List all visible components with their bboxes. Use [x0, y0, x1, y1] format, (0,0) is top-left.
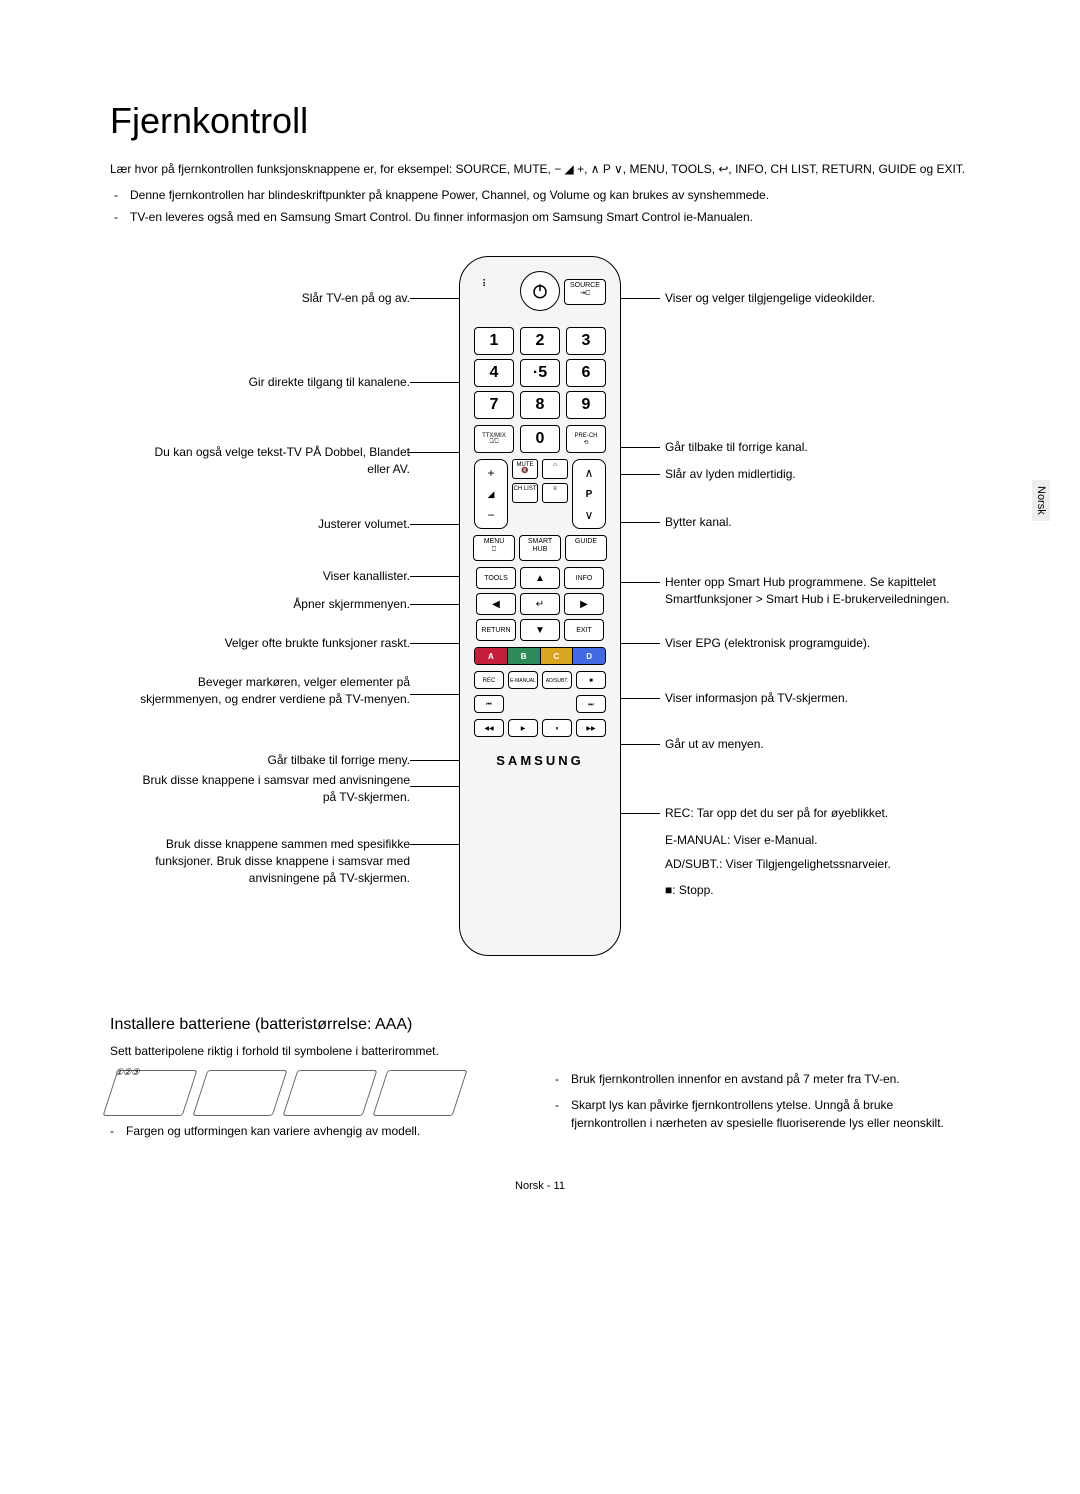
label-info: Viser informasjon på TV-skjermen. — [665, 690, 945, 707]
num-2: 2 — [520, 327, 560, 355]
bullet-2: TV-en leveres også med en Samsung Smart … — [130, 208, 970, 226]
pause-button: ⏸ — [542, 719, 572, 737]
exit-button: EXIT — [564, 619, 604, 641]
nav-up: ▲ — [520, 567, 560, 589]
color-d: D — [573, 648, 605, 664]
num-6: 6 — [566, 359, 606, 387]
label-guide: Viser EPG (elektronisk programguide). — [665, 635, 945, 652]
label-menu: Åpner skjermmenyen. — [160, 596, 410, 613]
nav-right: ▶ — [564, 593, 604, 615]
label-mute: Slår av lyden midlertidig. — [665, 466, 945, 483]
ffwd-button: ▶▶ — [576, 719, 606, 737]
battery-intro: Sett batteripolene riktig i forhold til … — [110, 1044, 970, 1058]
mute-button: MUTE🔇 — [512, 459, 538, 479]
intro-text: Lær hvor på fjernkontrollen funksjonskna… — [110, 160, 970, 178]
color-a: A — [475, 648, 508, 664]
battery-img-3 — [283, 1070, 378, 1116]
rewind-button: ◀◀ — [474, 719, 504, 737]
label-volume: Justerer volumet. — [160, 516, 410, 533]
num-8: 8 — [520, 391, 560, 419]
num-1: 1 — [474, 327, 514, 355]
num-9: 9 — [566, 391, 606, 419]
label-colors: Bruk disse knappene i samsvar med anvisn… — [140, 772, 410, 806]
color-buttons: A B C D — [474, 647, 606, 665]
nav-left: ◀ — [476, 593, 516, 615]
label-exit: Går ut av menyen. — [665, 736, 945, 753]
intro-bullets: Denne fjernkontrollen har blindeskriftpu… — [130, 186, 970, 226]
adsubt-button: AD/SUBT. — [542, 671, 572, 689]
label-nav: Beveger markøren, velger elementer på sk… — [140, 674, 410, 708]
number-pad: 1 2 3 4 ·5 6 7 8 9 — [474, 327, 606, 419]
battery-img-2 — [193, 1070, 288, 1116]
num-0: 0 — [520, 425, 560, 453]
ttxmix-button: TTX/MIX⎕/⎕ — [474, 425, 514, 453]
nav-down: ▼ — [520, 619, 560, 641]
label-smarthub: Henter opp Smart Hub programmene. Se kap… — [665, 574, 955, 608]
label-prech: Går tilbake til forrige kanal. — [665, 439, 945, 456]
label-media: Bruk disse knappene sammen med spesifikk… — [140, 836, 410, 886]
num-3: 3 — [566, 327, 606, 355]
battery-img-1: ①②③ — [103, 1070, 198, 1116]
label-channel: Bytter kanal. — [665, 514, 945, 531]
ir-dots-icon: ⠇ — [482, 279, 489, 290]
chlist-button: CH LIST — [512, 483, 538, 503]
label-source: Viser og velger tilgjengelige videokilde… — [665, 290, 945, 307]
label-adsubt: AD/SUBT.: Viser Tilgjengelighetssnarveie… — [665, 856, 975, 873]
menu-button: MENU⎕ — [473, 535, 515, 561]
smarthub-button: SMART HUB — [519, 535, 561, 561]
battery-illustrations: ①②③ — [110, 1070, 525, 1116]
battery-section: Installere batteriene (batteristørrelse:… — [110, 1016, 970, 1150]
remote-diagram: Slår TV-en på og av. Gir direkte tilgang… — [110, 256, 970, 976]
label-emanual: E-MANUAL: Viser e-Manual. — [665, 832, 965, 849]
samsung-logo: SAMSUNG — [496, 753, 583, 768]
color-c: C — [541, 648, 574, 664]
prech-button: PRE-CH⟲ — [566, 425, 606, 453]
battery-note: Fargen og utformingen kan variere avheng… — [110, 1124, 525, 1138]
num-4: 4 — [474, 359, 514, 387]
volume-rocker: +◢− — [474, 459, 508, 529]
tools-button: TOOLS — [476, 567, 516, 589]
channel-rocker: ∧P∨ — [572, 459, 606, 529]
guide-button: GUIDE — [565, 535, 607, 561]
nav-enter: ↵ — [520, 593, 560, 615]
return-button: RETURN — [476, 619, 516, 641]
label-chlist: Viser kanallister. — [160, 568, 410, 585]
remote-body: ⠇ SOURCE⇥⎕ 1 2 3 4 ·5 6 7 8 9 — [459, 256, 621, 956]
prev-track-button: ⏮ — [474, 695, 504, 713]
next-track-button: ⏭ — [576, 695, 606, 713]
page-footer: Norsk - 11 — [110, 1180, 970, 1192]
bullet-1: Denne fjernkontrollen har blindeskriftpu… — [130, 186, 970, 204]
emanual-button: E-MANUAL — [508, 671, 538, 689]
rec-button: REC — [474, 671, 504, 689]
battery-title: Installere batteriene (batteristørrelse:… — [110, 1016, 970, 1034]
battery-tip-1: Bruk fjernkontrollen innenfor en avstand… — [555, 1070, 970, 1088]
list-icon: ≡ — [542, 483, 568, 503]
label-stop: ■: Stopp. — [665, 882, 945, 899]
battery-img-4 — [373, 1070, 468, 1116]
home-icon: ⌂ — [542, 459, 568, 479]
label-rec: REC: Tar opp det du ser på for øyeblikke… — [665, 805, 965, 822]
color-b: B — [508, 648, 541, 664]
page-title: Fjernkontroll — [110, 100, 970, 142]
label-tools: Velger ofte brukte funksjoner raskt. — [150, 635, 410, 652]
power-icon — [531, 282, 549, 300]
power-button — [520, 271, 560, 311]
label-power: Slår TV-en på og av. — [160, 290, 410, 307]
battery-tip-2: Skarpt lys kan påvirke fjernkontrollens … — [555, 1096, 970, 1132]
label-return: Går tilbake til forrige meny. — [160, 752, 410, 769]
label-numbers: Gir direkte tilgang til kanalene. — [160, 374, 410, 391]
language-tab: Norsk — [1032, 480, 1050, 521]
source-button: SOURCE⇥⎕ — [564, 279, 606, 305]
label-ttx: Du kan også velge tekst-TV PÅ Dobbel, Bl… — [140, 444, 410, 478]
num-5: ·5 — [520, 359, 560, 387]
play-button: ▶ — [508, 719, 538, 737]
info-button: INFO — [564, 567, 604, 589]
stop-button: ■ — [576, 671, 606, 689]
num-7: 7 — [474, 391, 514, 419]
